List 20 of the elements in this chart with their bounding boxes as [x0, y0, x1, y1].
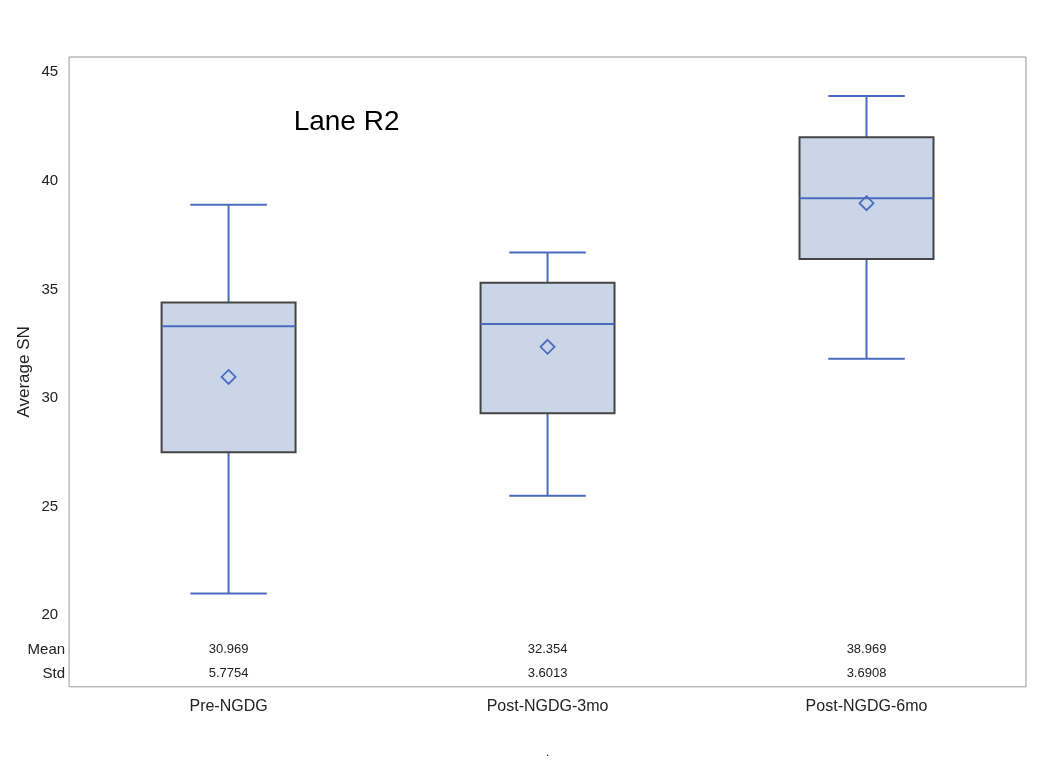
y-tick-label: 25 [41, 496, 59, 514]
annotation: 5.7754 [208, 665, 249, 681]
y-axis-title: Average SN [13, 326, 33, 418]
text: Std [42, 663, 66, 681]
annotation: 32.354 [527, 641, 568, 657]
y-tick-label: 45 [41, 62, 59, 80]
annotation: 30.969 [208, 641, 249, 657]
y-tick-label: 20 [41, 605, 59, 623]
x-tick-label: Post-NGDG-6mo [805, 696, 928, 714]
annotation: 38.969 [846, 641, 887, 657]
y-tick-label: 40 [41, 170, 59, 188]
text: Mean [27, 639, 66, 657]
y-tick-label: 30 [41, 388, 59, 406]
annotation: 3.6013 [527, 665, 568, 681]
x-tick-label: Pre-NGDG [189, 696, 268, 714]
text: Lane R2 [293, 104, 400, 136]
x-tick-label: Post-NGDG-3mo [486, 696, 609, 714]
y-tick-label: 35 [41, 279, 59, 297]
text: . [545, 743, 550, 759]
annotation: 3.6908 [846, 665, 887, 681]
